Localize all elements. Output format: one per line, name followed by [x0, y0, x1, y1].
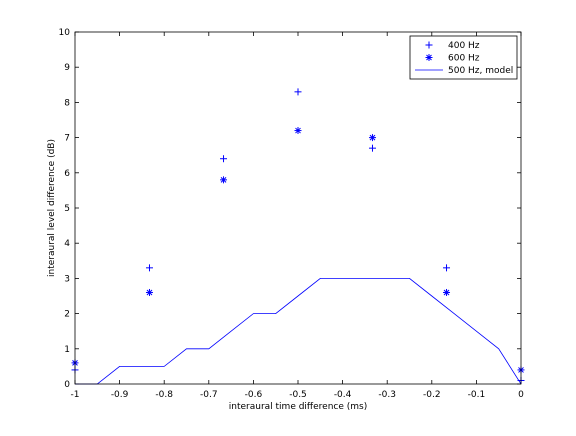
plot-area	[75, 32, 521, 384]
x-tick-label: -0.4	[334, 390, 352, 400]
legend: 400 Hz 600 Hz 500 Hz, model	[409, 35, 518, 80]
y-tick-label: 0	[64, 380, 70, 390]
x-tick-label: -0.7	[200, 390, 218, 400]
asterisk-point	[443, 288, 451, 296]
x-tick-label: 0	[518, 390, 524, 400]
asterisk-point-d2	[295, 127, 301, 134]
plus-point	[145, 264, 153, 272]
asterisk-point	[220, 176, 228, 184]
y-tick-label: 8	[64, 98, 70, 108]
legend-asterisk-sample-d2	[426, 54, 432, 61]
x-axis-label: interaural time difference (ms)	[229, 402, 367, 412]
x-tick-label: -0.9	[111, 390, 129, 400]
y-tick-label: 7	[64, 134, 70, 144]
y-axis-label: interaural level difference (dB)	[47, 139, 57, 277]
x-tick-label: -0.2	[423, 390, 441, 400]
y-tick-label: 6	[64, 169, 70, 179]
x-tick-label: -0.8	[155, 390, 173, 400]
asterisk-point-d2	[369, 134, 376, 141]
plot-frame	[74, 31, 522, 385]
model-line	[75, 277, 522, 385]
x-tick-label: -0.1	[468, 390, 486, 400]
legend-plus-sample	[425, 41, 433, 49]
asterisk-point-d2	[220, 176, 227, 183]
x-tick-label: -0.6	[245, 390, 263, 400]
y-tick-label: 5	[64, 204, 70, 214]
plus-point	[368, 144, 376, 152]
legend-asterisk-sample	[425, 54, 433, 61]
y-tick-label: 3	[64, 274, 70, 284]
y-tick-label: 2	[64, 310, 70, 320]
y-tick-label: 1	[64, 345, 70, 355]
series-2	[75, 277, 522, 385]
y-tick-label: 4	[64, 239, 70, 249]
asterisk-point	[294, 127, 302, 135]
legend-label: 500 Hz, model	[448, 66, 513, 76]
x-tick-label: -1	[71, 390, 80, 400]
legend-label: 400 Hz	[448, 41, 480, 51]
y-tick-label: 10	[59, 28, 71, 38]
asterisk-point	[145, 288, 153, 296]
asterisk-point-d2	[146, 289, 153, 296]
legend-label: 600 Hz	[448, 54, 480, 64]
plus-point	[220, 155, 228, 163]
ticks-layer: -1 -0.9 -0.8 -0.7 -0.6 -0.5 -0.4 -0.3 -0.2 -0.1 0 0…	[59, 28, 525, 400]
plus-point	[294, 88, 302, 96]
y-tick-label: 9	[64, 63, 70, 73]
x-tick-label: -0.5	[289, 390, 307, 400]
asterisk-point	[368, 134, 376, 142]
x-tick-label: -0.3	[378, 390, 396, 400]
plus-point	[443, 264, 451, 272]
asterisk-point-d2	[443, 289, 450, 296]
